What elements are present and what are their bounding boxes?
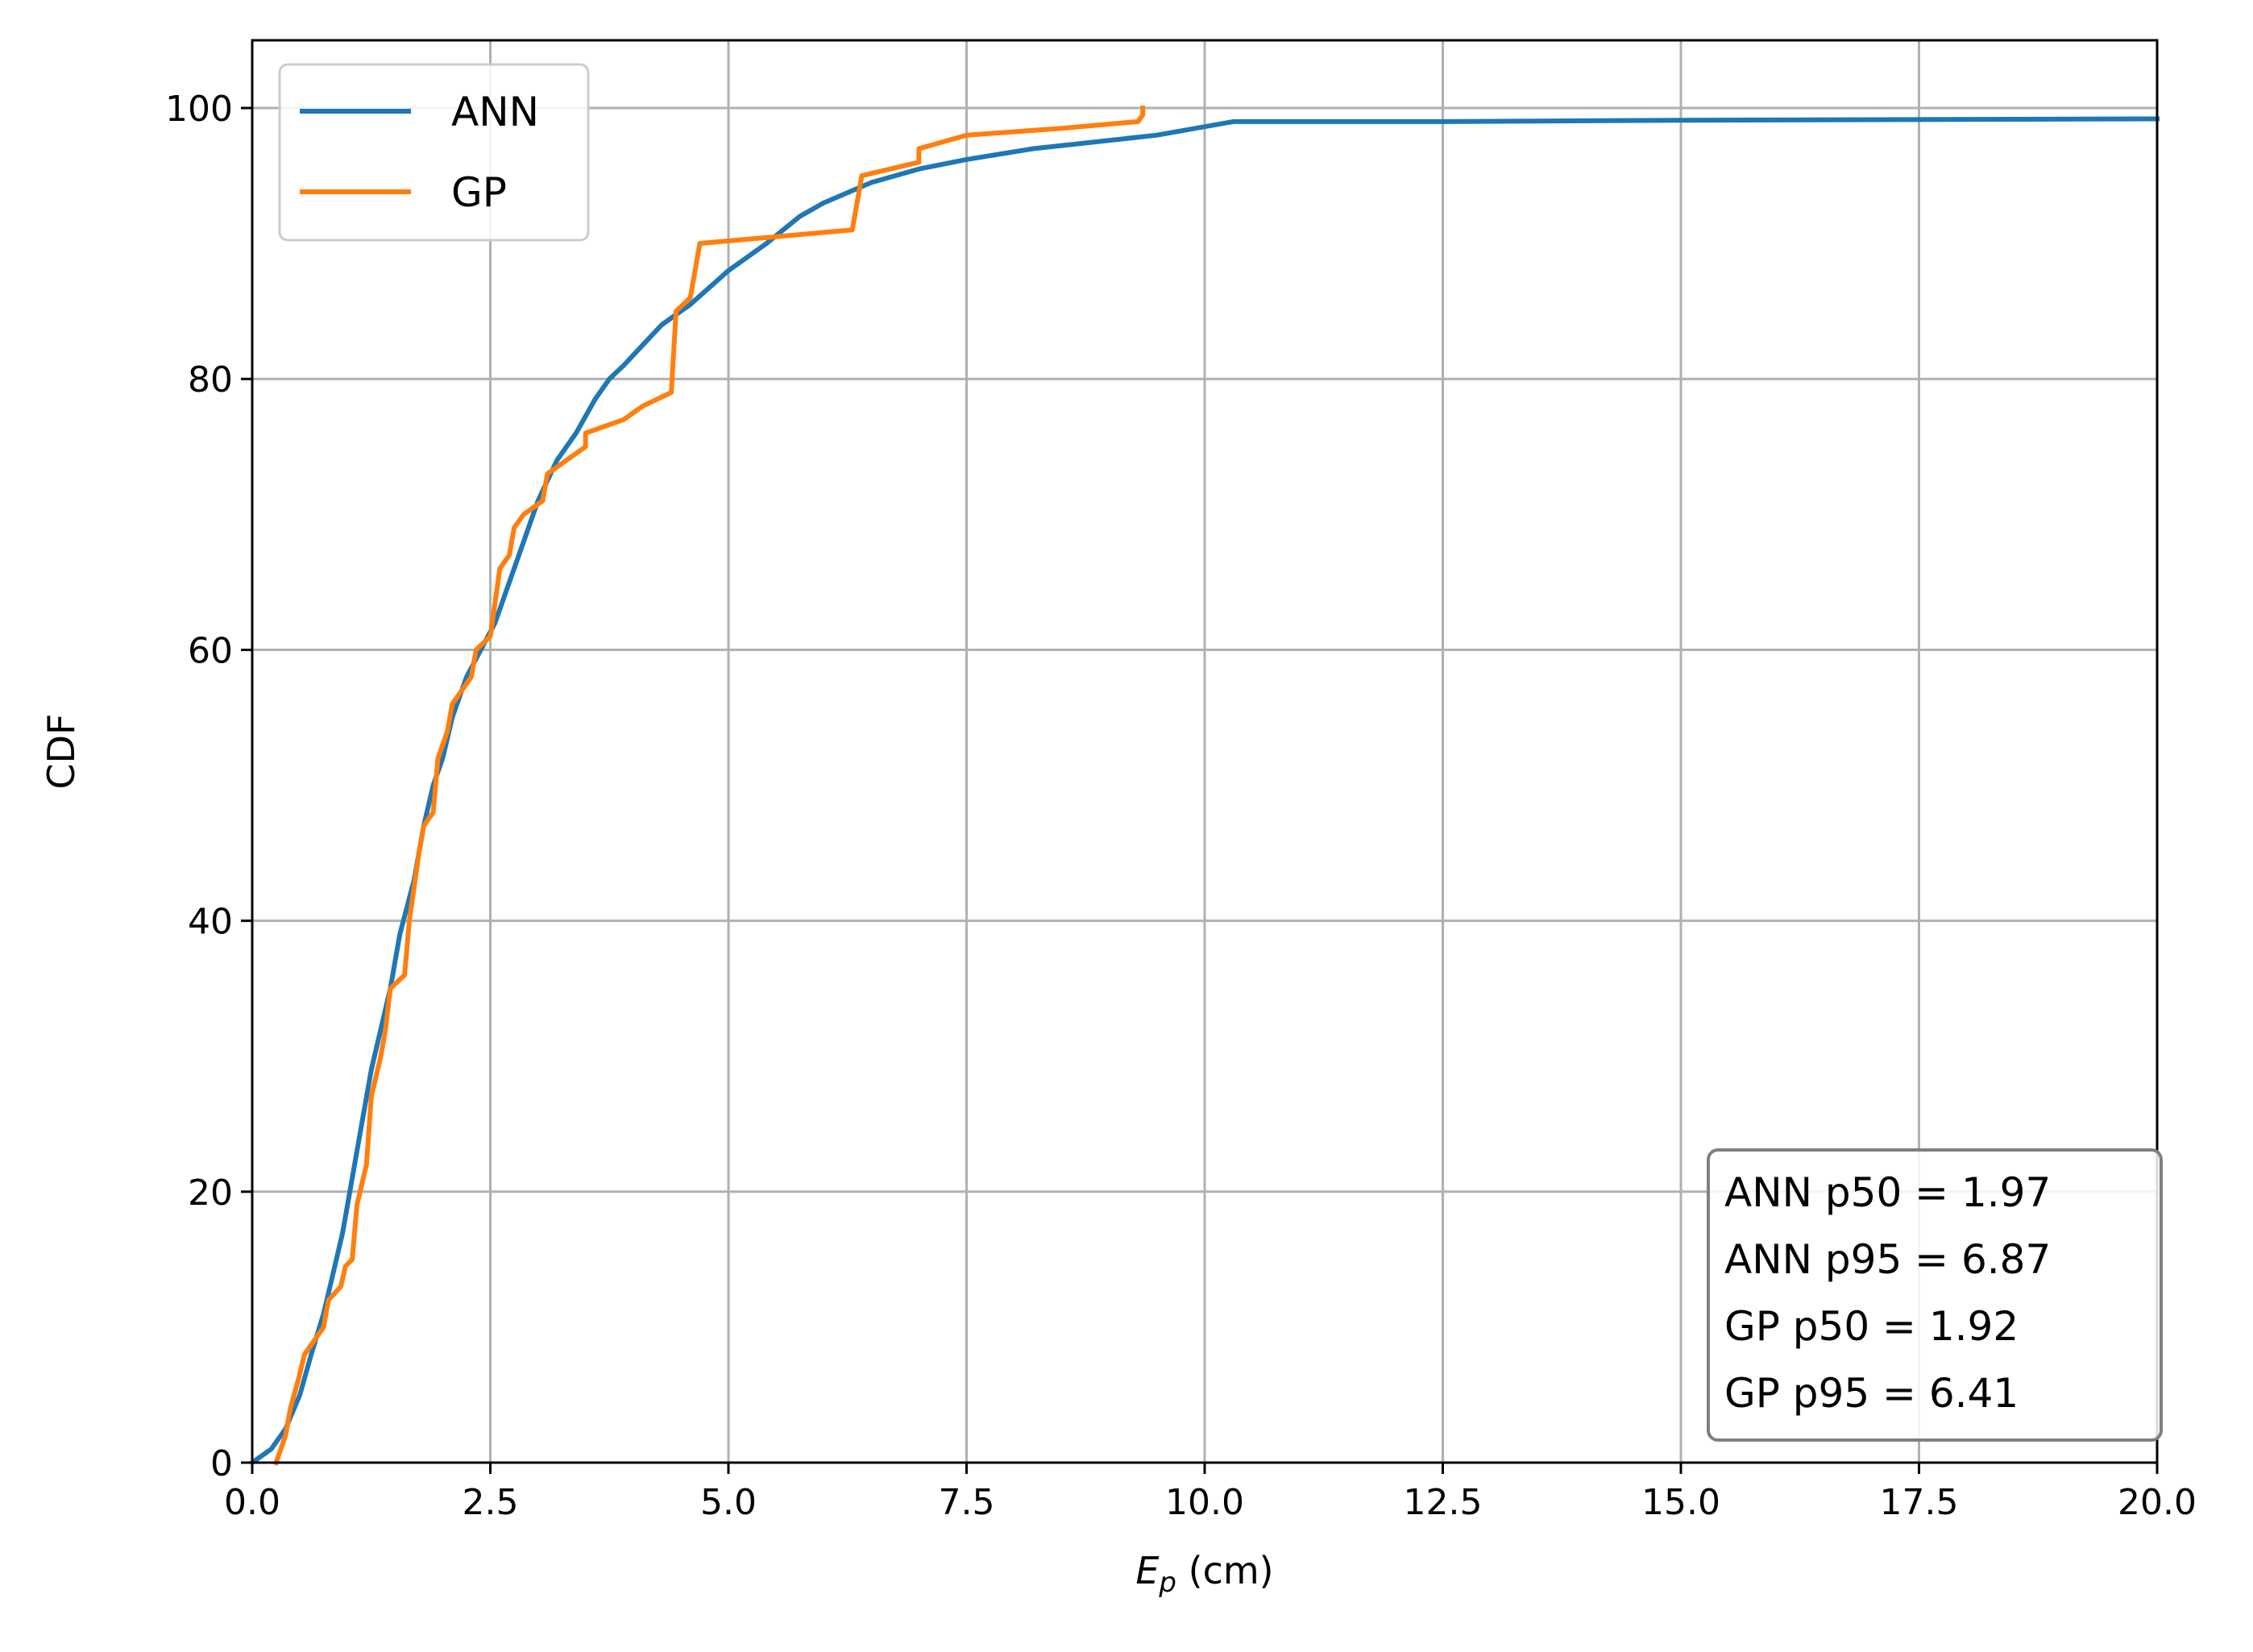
x-tick-label: 12.5 [1404, 1482, 1483, 1523]
legend: ANN GP [278, 63, 590, 242]
x-tick-label: 0.0 [224, 1482, 280, 1523]
y-tick-label: 80 [188, 359, 233, 401]
annotation-line: ANN p95 = 6.87 [1724, 1236, 2051, 1283]
legend-label: GP [451, 169, 507, 216]
series-lines [248, 106, 2160, 1467]
x-tick-label: 17.5 [1880, 1482, 1959, 1523]
x-tick-label: 20.0 [2118, 1482, 2197, 1523]
x-axis-label: Ep (cm) [1135, 1549, 1273, 1599]
axis-ticks: 0.0 2.5 5.0 7.5 10.0 12.5 15.0 17.5 20.0 0 20 40 60 8… [165, 89, 2197, 1523]
stats-annotation-box: ANN p50 = 1.97 ANN p95 = 6.87 GP p50 = 1.9… [1707, 1148, 2163, 1442]
y-axis-label: CDF [39, 714, 83, 790]
x-tick-label: 2.5 [463, 1482, 519, 1523]
x-tick-label: 10.0 [1165, 1482, 1244, 1523]
x-axis-label-main: E [1135, 1549, 1159, 1592]
y-tick-label: 40 [188, 902, 233, 943]
annotation-line: GP p95 = 6.41 [1724, 1370, 2019, 1417]
y-tick-label: 0 [210, 1443, 233, 1484]
x-axis-label-rest: (cm) [1176, 1549, 1274, 1592]
annotation-box [1707, 1148, 2163, 1442]
y-tick-label: 20 [188, 1173, 233, 1214]
series-line-ann [248, 116, 2160, 1467]
annotation-line: ANN p50 = 1.97 [1724, 1169, 2051, 1216]
y-tick-label: 100 [165, 89, 233, 130]
x-axis-label-sub: p [1158, 1567, 1176, 1599]
annotation-line: GP p50 = 1.92 [1724, 1303, 2019, 1350]
legend-label: ANN [451, 89, 539, 135]
legend-box [278, 63, 590, 242]
series-line-gp [272, 106, 1146, 1466]
y-tick-label: 60 [188, 630, 233, 671]
x-tick-label: 15.0 [1641, 1482, 1720, 1523]
x-tick-label: 7.5 [939, 1482, 995, 1523]
x-tick-label: 5.0 [700, 1482, 757, 1523]
